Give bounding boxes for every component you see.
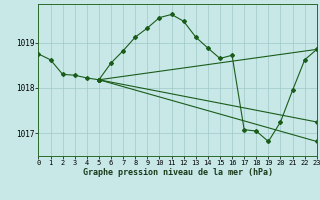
X-axis label: Graphe pression niveau de la mer (hPa): Graphe pression niveau de la mer (hPa): [83, 168, 273, 177]
